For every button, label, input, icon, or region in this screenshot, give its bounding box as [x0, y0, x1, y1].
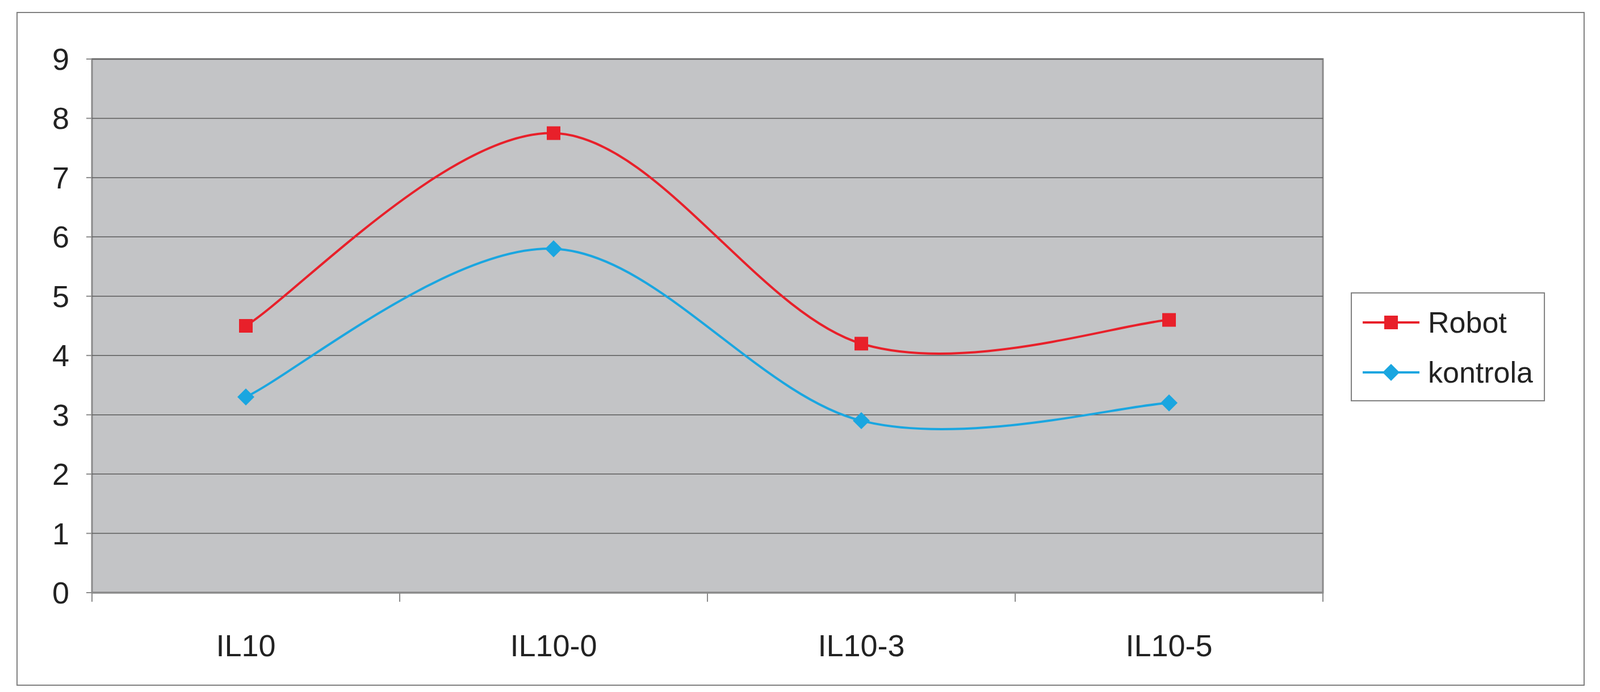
- grid-line: [91, 295, 1323, 297]
- legend: Robot kontrola: [1351, 292, 1545, 401]
- y-tick-label: 8: [52, 101, 70, 136]
- x-tick-mark: [706, 592, 709, 602]
- tick-mark: [86, 177, 92, 179]
- tick-mark: [86, 533, 92, 535]
- y-tick-label: 2: [52, 457, 70, 492]
- grid-line: [91, 177, 1323, 179]
- grid-line: [91, 236, 1323, 238]
- legend-marker: [1384, 315, 1398, 330]
- x-tick-mark: [91, 592, 93, 602]
- point-marker: [1160, 394, 1178, 412]
- point-marker: [854, 336, 869, 351]
- y-tick-label: 6: [52, 219, 70, 254]
- y-tick-label: 4: [52, 338, 70, 373]
- grid-line: [91, 58, 1323, 60]
- grid-line: [91, 354, 1323, 356]
- x-tick-mark: [399, 592, 401, 602]
- legend-marker: [1382, 363, 1400, 381]
- y-tick-label: 1: [52, 516, 70, 551]
- point-marker: [852, 412, 870, 430]
- series-line: [245, 132, 1170, 354]
- tick-mark: [86, 592, 92, 594]
- legend-box: [1351, 292, 1545, 401]
- legend-label: kontrola: [1427, 355, 1534, 389]
- tick-mark: [86, 236, 92, 238]
- y-tick-label: 7: [52, 160, 70, 195]
- series-group: [237, 126, 1178, 430]
- grid-line: [91, 414, 1323, 416]
- tick-mark: [86, 473, 92, 475]
- y-tick-label: 0: [52, 575, 70, 610]
- series-line: [245, 248, 1170, 430]
- x-tick-label: IL10: [215, 628, 276, 663]
- tick-mark: [86, 58, 92, 60]
- y-tick-label: 5: [52, 279, 70, 314]
- point-marker: [237, 388, 255, 406]
- x-tick-mark: [1322, 592, 1324, 602]
- x-tick-mark: [1014, 592, 1016, 602]
- tick-mark: [86, 117, 92, 119]
- frame: [17, 12, 1585, 686]
- tick-mark: [86, 414, 92, 416]
- x-tick-label: IL10-5: [1125, 628, 1213, 663]
- grid-line: [91, 473, 1323, 475]
- tick-mark: [86, 354, 92, 356]
- point-marker: [545, 240, 563, 258]
- point-marker: [546, 126, 561, 141]
- x-tick-label: IL10-0: [509, 628, 597, 663]
- grid-line: [91, 533, 1323, 535]
- y-tick-label: 3: [52, 398, 70, 433]
- grid-line: [91, 118, 1323, 120]
- y-tick-label: 9: [52, 42, 70, 77]
- tick-mark: [86, 295, 92, 297]
- point-marker: [239, 319, 253, 333]
- plot-area: [91, 59, 1323, 593]
- x-tick-label: IL10-3: [817, 628, 905, 663]
- legend-label: Robot: [1427, 306, 1507, 339]
- chart: 0 1 2 3 4 5 6 7 8 9 IL10 IL10-0 IL10-3 IL10-5 Robot kon…: [0, 0, 1600, 692]
- point-marker: [1162, 313, 1176, 328]
